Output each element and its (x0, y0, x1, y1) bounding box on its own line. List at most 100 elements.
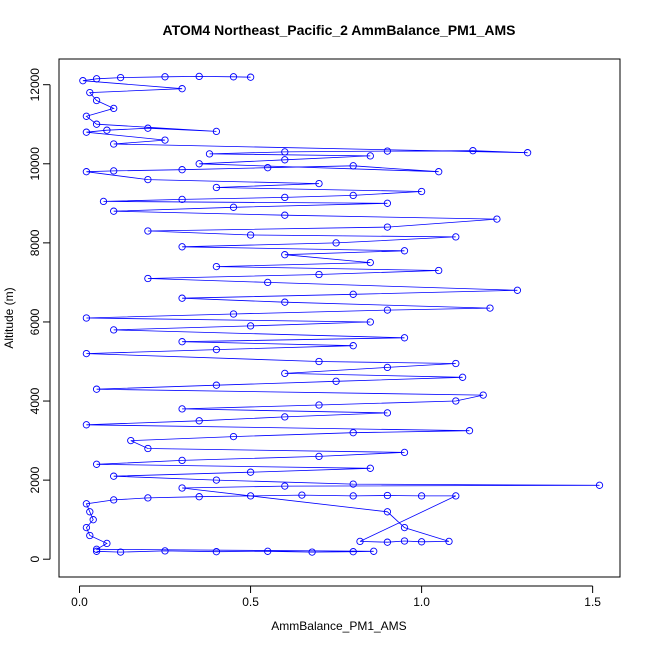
data-point (349, 342, 357, 350)
data-point (178, 243, 186, 251)
data-point (195, 160, 203, 168)
data-point (366, 258, 374, 267)
data-point (92, 96, 101, 105)
data-point (246, 231, 255, 239)
data-point (195, 72, 203, 81)
x-axis-label: AmmBalance_PM1_AMS (271, 619, 406, 633)
data-point (281, 298, 289, 306)
data-point (178, 166, 186, 174)
data-point (110, 104, 118, 113)
data-point (366, 152, 374, 160)
data-point (400, 247, 409, 255)
data-point (383, 491, 392, 500)
data-point (103, 126, 111, 134)
data-point (144, 494, 152, 502)
data-point (116, 73, 125, 82)
data-point (452, 397, 460, 405)
data-point (315, 179, 323, 188)
data-point (383, 306, 392, 314)
data-point (89, 516, 97, 524)
data-point (92, 547, 101, 555)
data-point (298, 491, 306, 499)
data-point (144, 175, 152, 184)
data-point (212, 262, 221, 271)
data-point (161, 547, 169, 555)
data-point (400, 334, 409, 342)
y-tick-label: 12000 (28, 68, 42, 102)
data-point (103, 539, 111, 548)
data-point (465, 427, 474, 435)
data-point (435, 266, 443, 275)
data-point (435, 168, 443, 176)
y-axis-label: Altitude (m) (2, 287, 16, 348)
data-point (92, 545, 101, 553)
data-point (86, 88, 94, 97)
data-point (99, 197, 108, 206)
data-layer (79, 72, 604, 556)
data-point (92, 120, 101, 128)
y-tick-label: 2000 (28, 466, 42, 493)
data-point (212, 476, 221, 484)
x-tick-label: 0.0 (71, 595, 88, 609)
data-point (246, 73, 255, 81)
data-point (469, 147, 477, 155)
data-point (383, 147, 392, 155)
plot-frame (58, 58, 621, 578)
data-point (144, 274, 152, 283)
data-point (82, 314, 91, 322)
data-point (212, 127, 221, 136)
data-point (281, 413, 289, 421)
data-point (246, 322, 255, 330)
data-point (246, 492, 255, 500)
data-point (315, 357, 323, 366)
data-point (82, 523, 91, 532)
data-point (281, 193, 289, 202)
data-point (400, 448, 409, 457)
data-point (229, 432, 238, 441)
data-point (82, 112, 91, 120)
data-point (400, 523, 409, 532)
data-point (383, 199, 392, 207)
data-point (86, 531, 94, 540)
data-point (332, 239, 340, 247)
data-point (417, 187, 426, 196)
data-point (110, 472, 118, 480)
data-point (349, 191, 357, 200)
data-point (349, 480, 357, 488)
data-point (315, 401, 323, 409)
data-point (281, 251, 289, 259)
data-point (383, 508, 392, 516)
data-point (383, 363, 392, 372)
data-point (366, 318, 374, 326)
data-point (308, 548, 316, 556)
data-point (349, 290, 357, 298)
data-point (493, 215, 501, 223)
data-point (349, 429, 357, 437)
data-point (349, 492, 357, 500)
y-tick-label: 6000 (28, 308, 42, 335)
data-point (82, 500, 91, 508)
data-point (195, 417, 203, 425)
y-tick-label: 8000 (28, 229, 42, 256)
data-point (205, 150, 214, 158)
data-point (264, 547, 272, 555)
data-point (178, 484, 186, 492)
data-point (212, 345, 221, 354)
data-point (445, 537, 453, 546)
data-point (82, 349, 91, 358)
data-point (370, 547, 378, 555)
data-point (332, 377, 340, 385)
data-point (315, 270, 323, 279)
data-point (92, 460, 101, 468)
data-point (127, 436, 135, 445)
axes-layer: 0.0 0.5 1.0 1.5 0 2000 4000 6000 8000 10000 12000 (28, 68, 601, 609)
data-point (110, 326, 118, 334)
data-point (281, 148, 289, 156)
y-tick-label: 0 (28, 556, 42, 563)
data-point (110, 167, 118, 175)
data-point (513, 286, 522, 294)
data-point (82, 168, 91, 176)
data-point (400, 537, 409, 545)
